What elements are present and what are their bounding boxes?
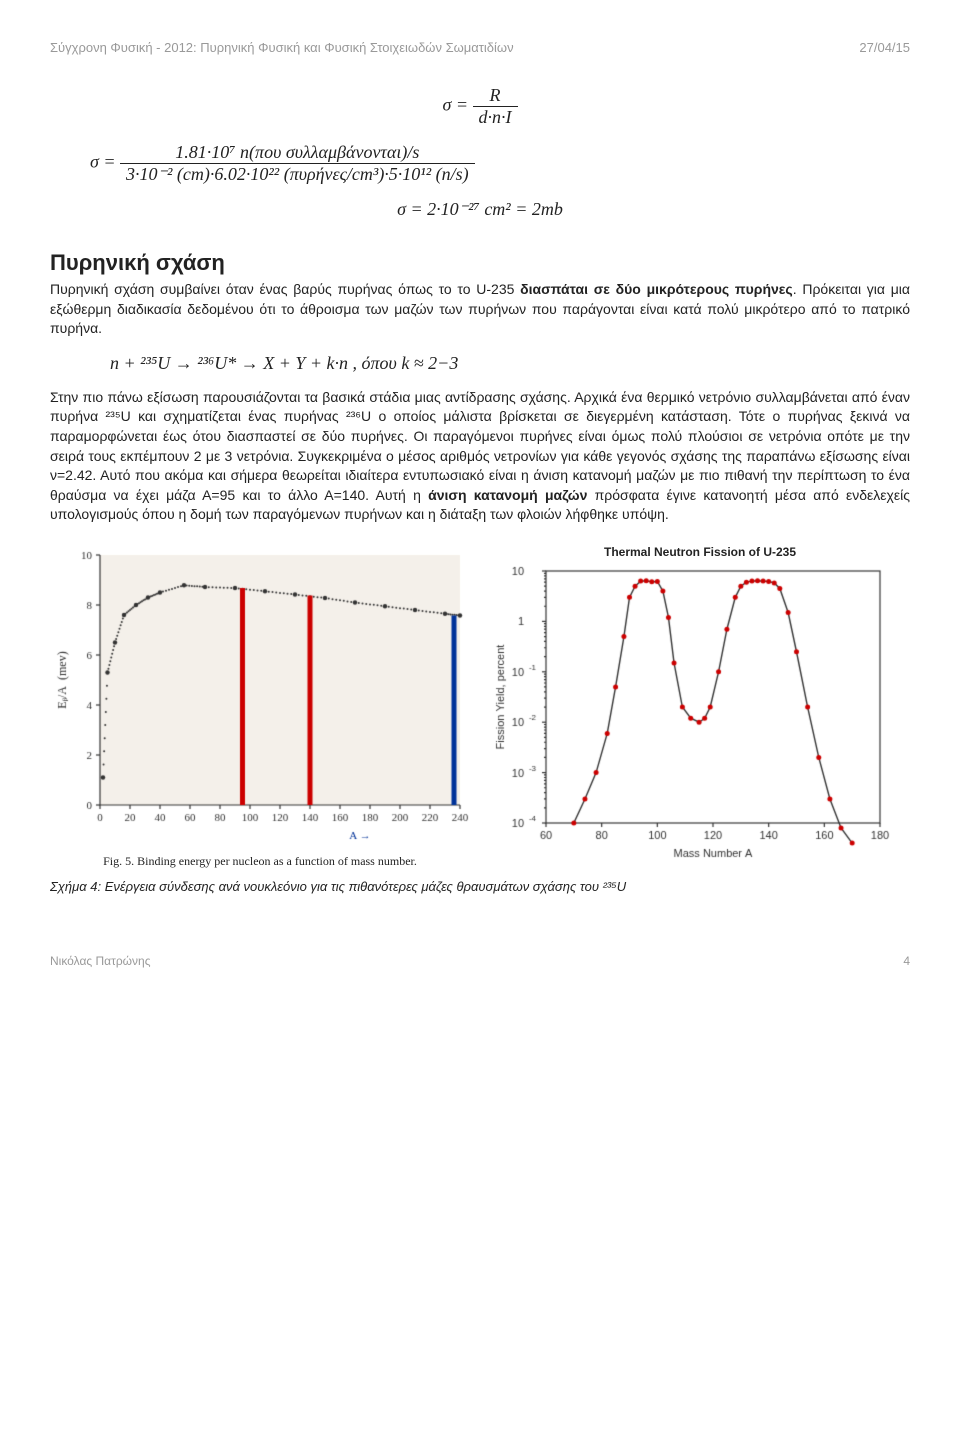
footer-author: Νικόλας Πατρώνης (50, 954, 151, 968)
formula-sigma-numeric: σ = 1.81·10⁷ n(που συλλαμβάνονται)/s 3·1… (90, 142, 910, 185)
binding-energy-chart: Fig. 5. Binding energy per nucleon as a … (50, 545, 470, 869)
paragraph-2: Στην πιο πάνω εξίσωση παρουσιάζονται τα … (50, 388, 910, 525)
formula-reaction: n + ²³⁵U → ²³⁶U* → X + Y + k·n , όπου k … (110, 353, 910, 374)
header-date: 27/04/15 (859, 40, 910, 55)
paragraph-1: Πυρηνική σχάση συμβαίνει όταν ένας βαρύς… (50, 280, 910, 339)
fission-yield-chart: Thermal Neutron Fission of U-235 (490, 545, 910, 868)
figure-4-caption: Σχήμα 4: Ενέργεια σύνδεσης ανά νουκλεόνι… (50, 879, 910, 894)
formula-sigma-def: σ = R d·n·I (50, 85, 910, 128)
page-header: Σύγχρονη Φυσική - 2012: Πυρηνική Φυσική … (50, 40, 910, 55)
figures-row: Fig. 5. Binding energy per nucleon as a … (50, 545, 910, 869)
header-left: Σύγχρονη Φυσική - 2012: Πυρηνική Φυσική … (50, 40, 514, 55)
page-footer: Νικόλας Πατρώνης 4 (50, 954, 910, 968)
footer-pagenum: 4 (903, 954, 910, 968)
formula-sigma-result: σ = 2·10⁻²⁷ cm² = 2mb (50, 199, 910, 220)
fission-chart-title: Thermal Neutron Fission of U-235 (490, 545, 910, 559)
section-title: Πυρηνική σχάση (50, 250, 910, 276)
fig5-caption: Fig. 5. Binding energy per nucleon as a … (50, 854, 470, 869)
